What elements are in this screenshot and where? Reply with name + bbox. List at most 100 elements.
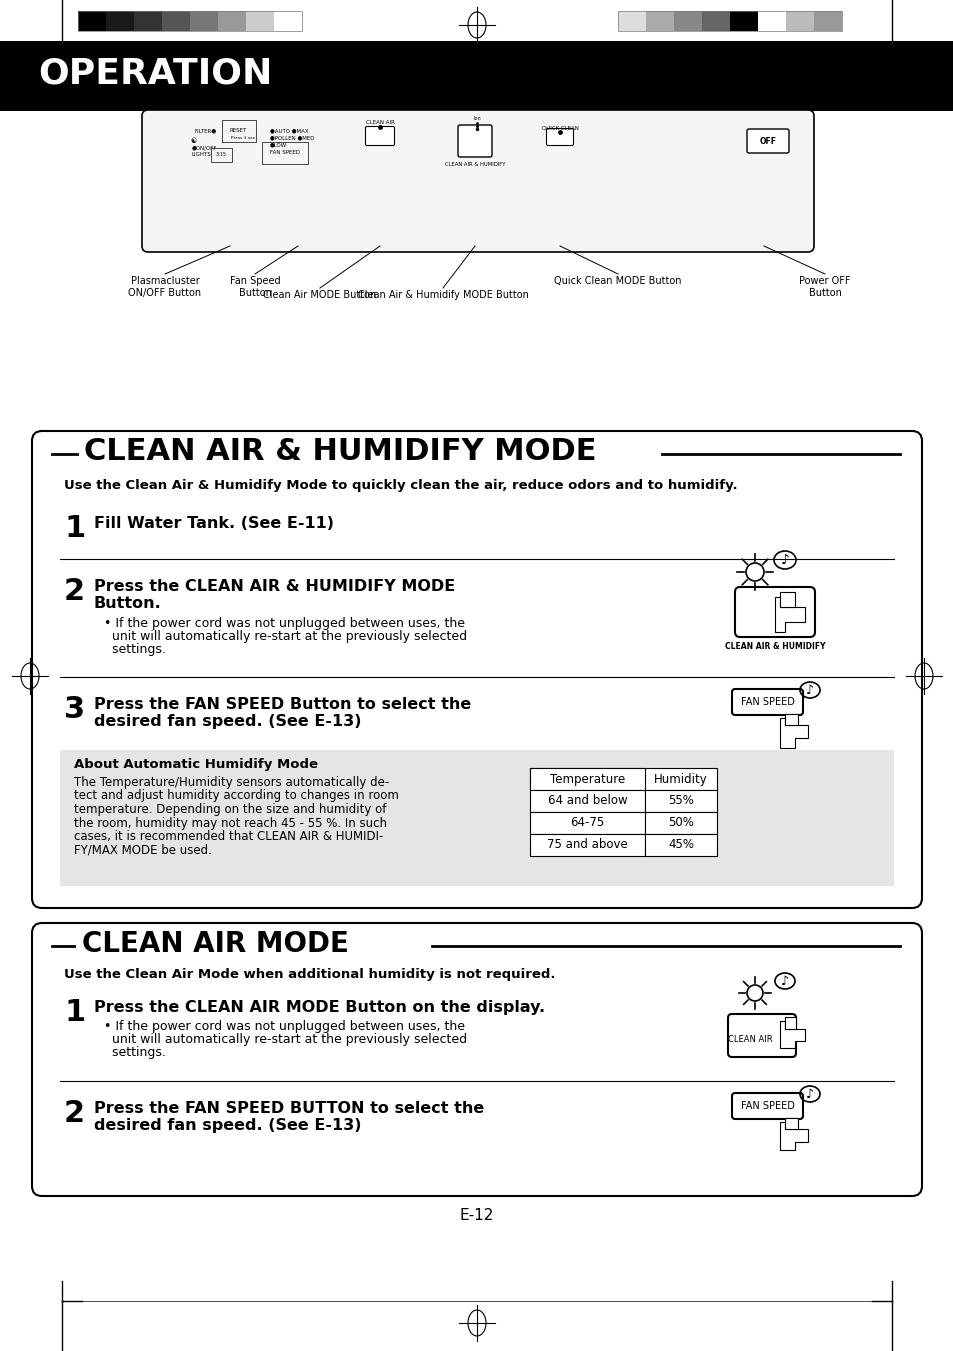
Bar [673,11,701,31]
Text: OPERATION: OPERATION [38,55,273,91]
Bar [618,11,841,31]
Polygon shape [780,592,794,607]
Text: Fan Speed
Button: Fan Speed Button [230,276,280,297]
Bar [78,11,106,31]
Text: CLEAN AIR: CLEAN AIR [365,120,394,126]
Bar [530,790,644,812]
Text: About Automatic Humidify Mode: About Automatic Humidify Mode [74,758,317,771]
Text: settings.: settings. [104,1046,166,1059]
Bar [645,11,673,31]
Bar [530,812,644,834]
Text: Use the Clean Air Mode when additional humidity is not required.: Use the Clean Air Mode when additional h… [64,969,555,981]
Bar [218,11,246,31]
Text: ●AUTO ●MAX: ●AUTO ●MAX [270,128,309,134]
Text: CLEAN AIR: CLEAN AIR [727,1035,772,1043]
Text: • If the power cord was not unplugged between uses, the: • If the power cord was not unplugged be… [104,1020,464,1034]
FancyBboxPatch shape [746,128,788,153]
Text: ●POLLEN ●MED: ●POLLEN ●MED [270,135,314,141]
Text: ♪: ♪ [781,974,788,988]
Text: Press the FAN SPEED BUTTON to select the: Press the FAN SPEED BUTTON to select the [94,1101,484,1116]
Bar [644,812,717,834]
Text: desired fan speed. (See E-13): desired fan speed. (See E-13) [94,713,361,730]
Text: LIGHTS: LIGHTS [192,153,212,158]
Text: 50%: 50% [667,816,693,830]
Bar [618,11,645,31]
Text: 1: 1 [64,998,85,1027]
Text: Humidity: Humidity [654,773,707,785]
Text: the room, humidity may not reach 45 - 55 %. In such: the room, humidity may not reach 45 - 55… [74,816,387,830]
Text: cases, it is recommended that CLEAN AIR & HUMIDI-: cases, it is recommended that CLEAN AIR … [74,830,383,843]
Text: Press 3 sec.: Press 3 sec. [231,136,256,141]
Text: ●LOW: ●LOW [270,142,287,147]
Bar [106,11,133,31]
Bar [274,11,302,31]
FancyBboxPatch shape [727,1015,795,1056]
Polygon shape [780,1021,804,1048]
Text: 64-75: 64-75 [570,816,604,830]
Text: • If the power cord was not unplugged between uses, the: • If the power cord was not unplugged be… [104,617,464,630]
Text: Quick Clean MODE Button: Quick Clean MODE Button [554,276,681,286]
Text: unit will automatically re-start at the previously selected: unit will automatically re-start at the … [104,630,467,643]
FancyBboxPatch shape [731,1093,802,1119]
Text: Press the CLEAN AIR MODE Button on the display.: Press the CLEAN AIR MODE Button on the d… [94,1000,544,1015]
Text: 2: 2 [64,1098,85,1128]
Bar [530,767,644,790]
Text: temperature. Depending on the size and humidity of: temperature. Depending on the size and h… [74,802,386,816]
Bar [701,11,729,31]
Bar [530,767,717,790]
Bar [60,750,893,886]
FancyBboxPatch shape [457,126,492,157]
Bar [162,11,190,31]
Text: FILTER●: FILTER● [194,128,217,134]
Text: Button.: Button. [94,596,162,611]
Text: 55%: 55% [667,794,693,808]
Text: QUICK CLEAN: QUICK CLEAN [541,126,578,131]
Text: FAN SPEED: FAN SPEED [270,150,299,155]
Text: OFF: OFF [759,136,776,146]
Text: CLEAN AIR & HUMIDIFY: CLEAN AIR & HUMIDIFY [724,642,824,651]
Text: 45%: 45% [667,839,693,851]
Bar [133,11,162,31]
Text: settings.: settings. [104,643,166,657]
Text: Ion: Ion [473,116,480,122]
Bar [644,790,717,812]
Text: ☯: ☯ [190,138,196,145]
Text: Temperature: Temperature [549,773,624,785]
Text: Fill Water Tank. (See E-11): Fill Water Tank. (See E-11) [94,516,334,531]
Polygon shape [780,1121,807,1150]
Text: RESET: RESET [230,128,247,134]
FancyBboxPatch shape [32,923,921,1196]
Text: E-12: E-12 [459,1208,494,1223]
Text: Press the CLEAN AIR & HUMIDIFY MODE: Press the CLEAN AIR & HUMIDIFY MODE [94,580,455,594]
Polygon shape [784,713,797,725]
Text: Clean Air MODE Button: Clean Air MODE Button [263,290,376,300]
Polygon shape [780,717,807,748]
Text: 2: 2 [64,577,85,607]
Text: 3:15: 3:15 [215,153,227,158]
Text: 75 and above: 75 and above [547,839,627,851]
Text: ♪: ♪ [805,1088,813,1101]
FancyBboxPatch shape [142,109,813,253]
Text: The Temperature/Humidity sensors automatically de-: The Temperature/Humidity sensors automat… [74,775,389,789]
Polygon shape [774,597,804,632]
Text: unit will automatically re-start at the previously selected: unit will automatically re-start at the … [104,1034,467,1046]
Text: 3: 3 [64,694,85,724]
Text: ♪: ♪ [780,553,789,567]
FancyBboxPatch shape [32,431,921,908]
Bar [785,11,813,31]
Text: CLEAN AIR & HUMIDIFY MODE: CLEAN AIR & HUMIDIFY MODE [84,438,596,466]
FancyBboxPatch shape [731,689,802,715]
Text: 1: 1 [64,513,85,543]
Text: Power OFF
Button: Power OFF Button [799,276,850,297]
Text: tect and adjust humidity according to changes in room: tect and adjust humidity according to ch… [74,789,398,802]
FancyBboxPatch shape [546,128,573,146]
Text: 64 and below: 64 and below [547,794,627,808]
Text: FY/MAX MODE be used.: FY/MAX MODE be used. [74,843,212,857]
Text: Plasmacluster
ON/OFF Button: Plasmacluster ON/OFF Button [129,276,201,297]
Text: desired fan speed. (See E-13): desired fan speed. (See E-13) [94,1119,361,1133]
Bar [78,11,302,31]
Bar [644,834,717,857]
Text: CLEAN AIR & HUMIDIFY: CLEAN AIR & HUMIDIFY [444,162,505,168]
Bar [813,11,841,31]
Bar [729,11,758,31]
